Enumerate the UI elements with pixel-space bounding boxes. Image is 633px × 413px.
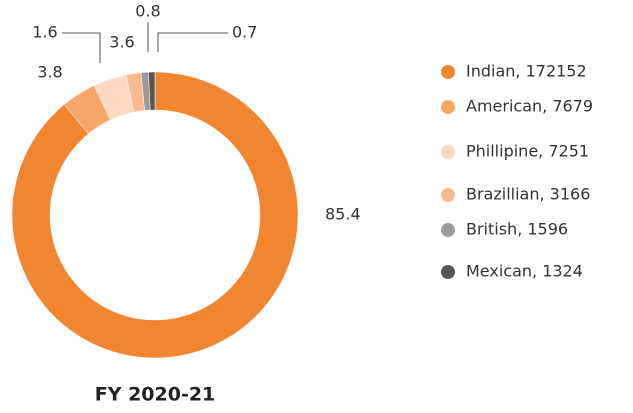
leader-line	[62, 32, 101, 63]
data-label: 0.7	[232, 23, 257, 42]
legend-marker	[441, 223, 455, 237]
data-label: 3.6	[109, 33, 134, 52]
data-label: 85.4	[325, 205, 361, 224]
data-label: 3.8	[37, 63, 62, 82]
legend-label: Mexican, 1324	[466, 262, 583, 281]
legend-label: Indian, 172152	[466, 62, 587, 81]
chart-title: FY 2020-21	[95, 384, 216, 406]
legend-label: British, 1596	[466, 220, 568, 239]
legend-label: Brazillian, 3166	[466, 185, 590, 204]
legend-label: Phillipine, 7251	[466, 142, 589, 161]
leader-lines	[62, 22, 228, 63]
legend-marker	[441, 188, 455, 202]
legend-marker	[441, 145, 455, 159]
data-label: 0.8	[135, 2, 160, 21]
legend-marker	[441, 265, 455, 279]
legend-label: American, 7679	[466, 97, 593, 116]
donut-slice	[11, 71, 299, 359]
legend-marker	[441, 100, 455, 114]
data-label: 1.6	[32, 23, 57, 42]
donut-slice	[148, 71, 156, 111]
leader-line	[157, 32, 228, 52]
legend-marker	[441, 65, 455, 79]
